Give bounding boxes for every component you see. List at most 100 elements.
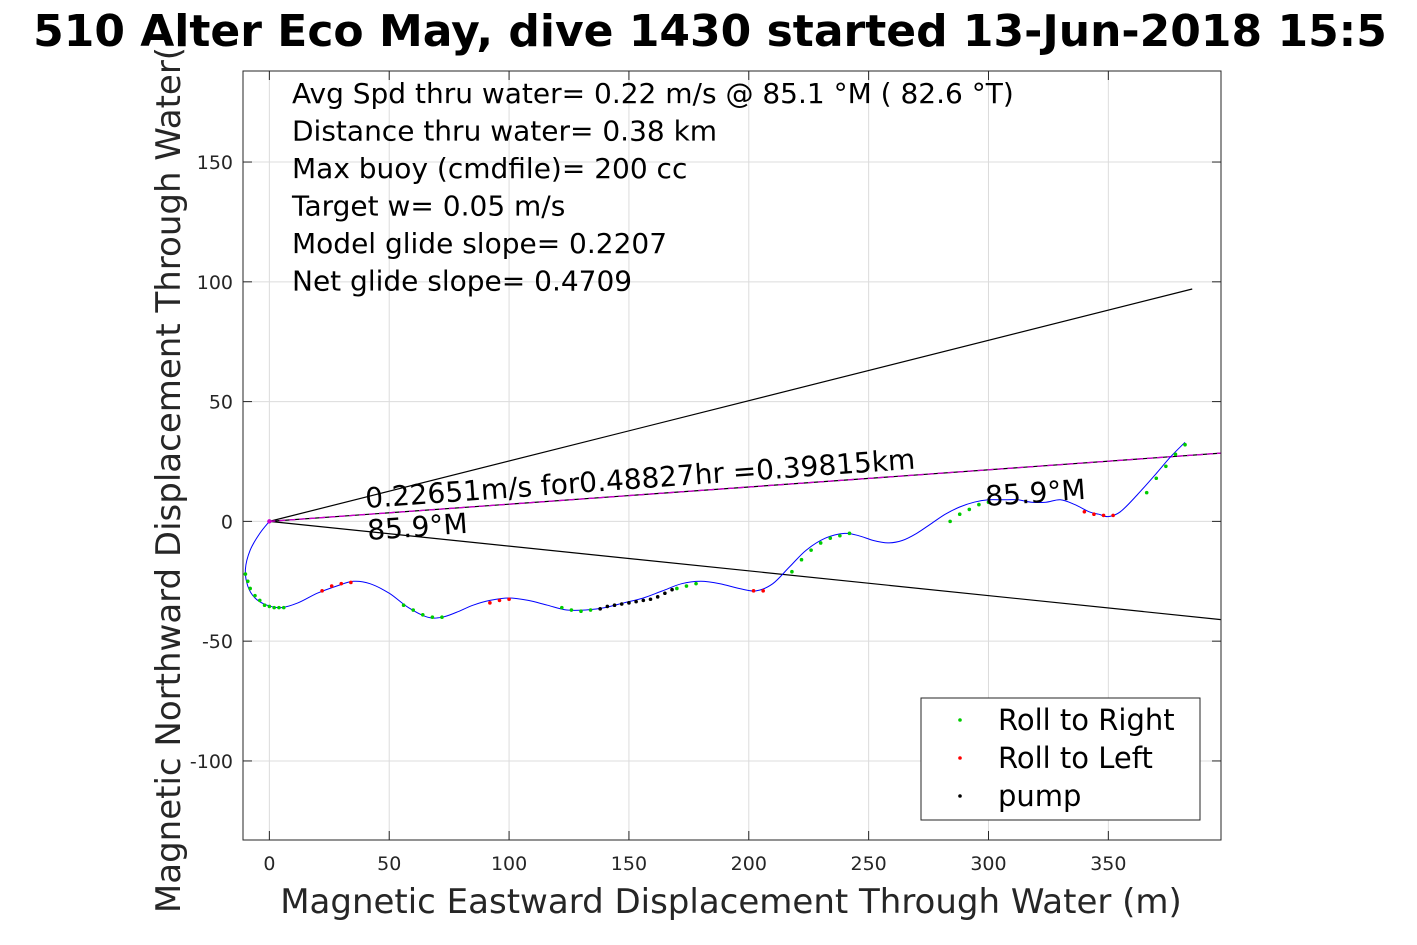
pump-point xyxy=(670,587,674,592)
x-tick-label: 200 xyxy=(731,853,767,875)
glide-cone-line xyxy=(269,520,1222,621)
pump-point xyxy=(612,603,617,608)
roll-to-right-point xyxy=(560,605,564,610)
roll-to-right-point xyxy=(986,500,991,505)
plot-frame xyxy=(242,70,1222,841)
roll-to-right-point xyxy=(818,541,823,545)
roll-to-left-point xyxy=(1111,513,1115,518)
stats-line: Target w= 0.05 m/s xyxy=(291,190,565,223)
stats-line: Distance thru water= 0.38 km xyxy=(292,115,717,148)
roll-to-right-point xyxy=(1144,490,1149,495)
roll-to-right-point xyxy=(245,579,250,584)
x-axis-ticks: 0 50 100 150 200 250 300 350 xyxy=(263,71,1126,875)
pump-point xyxy=(655,595,660,599)
y-tick-label: -100 xyxy=(190,751,233,773)
y-tick-label: 50 xyxy=(209,392,233,414)
roll-to-right-point xyxy=(243,572,248,576)
glide-cone-line xyxy=(269,288,1193,522)
stats-line: Avg Spd thru water= 0.22 m/s @ 85.1 °M (… xyxy=(292,77,1014,110)
stats-line: Max buoy (cmdfile)= 200 cc xyxy=(292,152,687,185)
pump-point xyxy=(627,601,631,605)
roll-to-right-point xyxy=(847,531,852,536)
x-tick-label: 350 xyxy=(1090,853,1126,875)
x-tick-label: 150 xyxy=(611,853,647,875)
y-tick-label: 100 xyxy=(197,272,233,294)
roll-to-right-point xyxy=(948,519,952,524)
roll-to-right-point xyxy=(684,584,689,588)
chart-title: 510 Alter Eco May, dive 1430 started 13-… xyxy=(33,6,1387,57)
x-tick-label: 100 xyxy=(491,853,527,875)
roll-to-right-point xyxy=(579,609,583,614)
roll-to-left-point xyxy=(329,584,334,588)
legend-label-roll-to-left: Roll to Left xyxy=(998,741,1153,775)
roll-to-left-point xyxy=(1101,513,1106,518)
y-tick-label: -50 xyxy=(202,631,233,653)
legend-label-roll-to-right: Roll to Right xyxy=(998,703,1175,737)
y-tick-label: 0 xyxy=(221,511,233,533)
legend-box xyxy=(920,697,1201,821)
y-tick-label: 150 xyxy=(197,152,233,174)
y-axis-ticks: -100 -50 0 50 100 150 xyxy=(190,152,1221,773)
stats-line: Net glide slope= 0.4709 xyxy=(292,265,632,298)
stats-annotations: Avg Spd thru water= 0.22 m/s @ 85.1 °M (… xyxy=(291,77,1014,298)
pump-point xyxy=(663,591,667,596)
net-track-dashed xyxy=(269,452,1222,523)
roll-to-left-point xyxy=(507,597,511,602)
roll-to-right-point xyxy=(1154,476,1159,481)
roll-to-right-point xyxy=(440,615,444,620)
heading-label-start: 85.9°M xyxy=(366,507,469,547)
pump-point xyxy=(641,598,646,603)
x-tick-label: 250 xyxy=(850,853,886,875)
roll-to-right-point xyxy=(272,605,276,610)
x-tick-label: 0 xyxy=(263,853,275,875)
roll-to-right-point xyxy=(1164,464,1168,469)
roll-to-right-point xyxy=(277,605,281,610)
roll-to-right-point xyxy=(401,603,406,608)
pump-point xyxy=(634,599,638,604)
roll-to-right-point xyxy=(257,598,262,603)
x-tick-label: 300 xyxy=(970,853,1006,875)
roll-to-left-point xyxy=(1092,512,1096,516)
roll-to-left-point xyxy=(339,581,344,586)
pump-point xyxy=(648,597,653,602)
roll-to-right-point xyxy=(828,536,833,540)
roll-to-right-point xyxy=(838,533,842,538)
roll-to-right-point xyxy=(790,569,794,574)
x-axis-label: Magnetic Eastward Displacement Through W… xyxy=(280,882,1182,922)
plot-content xyxy=(243,288,1222,621)
roll-to-right-point xyxy=(1173,452,1178,457)
roll-to-right-point xyxy=(1183,442,1187,447)
roll-to-right-point xyxy=(411,608,415,612)
roll-to-right-point xyxy=(420,613,425,617)
roll-to-right-point xyxy=(809,548,813,552)
y-axis-label: Magnetic Northward Displacement Through … xyxy=(149,47,189,913)
roll-to-left-point xyxy=(488,601,492,605)
roll-to-right-point xyxy=(253,593,257,598)
roll-to-left-point xyxy=(1082,509,1087,514)
roll-to-right-point xyxy=(262,603,267,608)
roll-to-right-point xyxy=(957,512,962,516)
roll-to-left-point xyxy=(751,589,756,593)
heading-label-end: 85.9°M xyxy=(984,473,1087,513)
roll-to-right-point xyxy=(569,608,574,612)
roll-to-left-point xyxy=(497,598,502,603)
roll-to-right-point xyxy=(588,608,593,612)
roll-to-left-point xyxy=(761,589,765,593)
legend-marker-roll-to-right xyxy=(958,718,962,722)
start-point xyxy=(267,519,272,524)
roll-to-right-point xyxy=(248,586,252,591)
legend: Roll to Right Roll to Left pump xyxy=(920,697,1201,821)
legend-label-pump: pump xyxy=(998,779,1081,813)
roll-to-right-point xyxy=(281,605,286,610)
pump-point xyxy=(598,607,602,611)
roll-to-left-point xyxy=(320,589,324,593)
legend-marker-pump xyxy=(958,794,962,798)
x-tick-label: 50 xyxy=(377,853,401,875)
roll-to-right-point xyxy=(799,557,804,562)
roll-to-right-point xyxy=(675,586,679,591)
roll-to-right-point xyxy=(977,502,981,507)
roll-to-right-point xyxy=(430,615,435,620)
roll-to-right-point xyxy=(694,581,698,586)
legend-marker-roll-to-left xyxy=(958,756,962,760)
